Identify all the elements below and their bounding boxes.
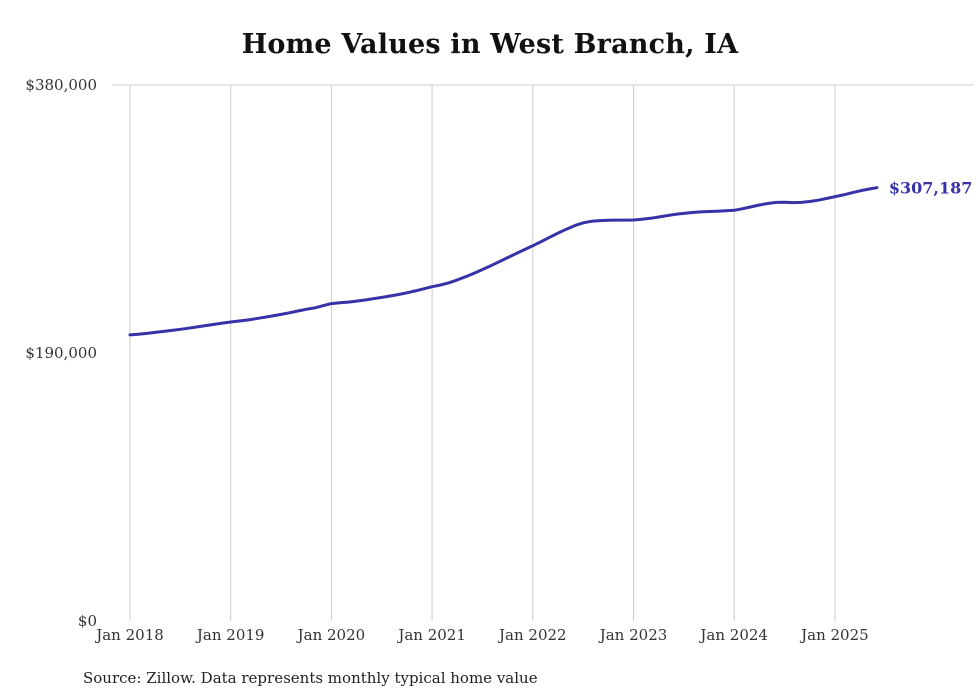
x-axis-tick-label: Jan 2022 — [499, 626, 567, 644]
y-axis-tick-label: $0 — [77, 612, 97, 630]
home-value-series-line — [128, 186, 879, 337]
x-axis-tick-label: Jan 2024 — [700, 626, 768, 644]
x-axis-tick-label: Jan 2021 — [398, 626, 466, 644]
end-value-label: $307,187 — [888, 178, 973, 198]
x-axis-tick-label: Jan 2019 — [196, 626, 265, 644]
x-axis-tick-label: Jan 2018 — [96, 626, 164, 644]
x-axis-tick-label: Jan 2025 — [801, 626, 869, 644]
x-axis-tick-label: Jan 2023 — [599, 626, 668, 644]
source-note: Source: Zillow. Data represents monthly … — [83, 669, 538, 687]
y-axis-tick-label: $380,000 — [25, 76, 97, 94]
x-axis-tick-label: Jan 2020 — [297, 626, 366, 644]
chart-title: Home Values in West Branch, IA — [241, 29, 739, 60]
y-axis-tick-label: $190,000 — [25, 344, 97, 362]
